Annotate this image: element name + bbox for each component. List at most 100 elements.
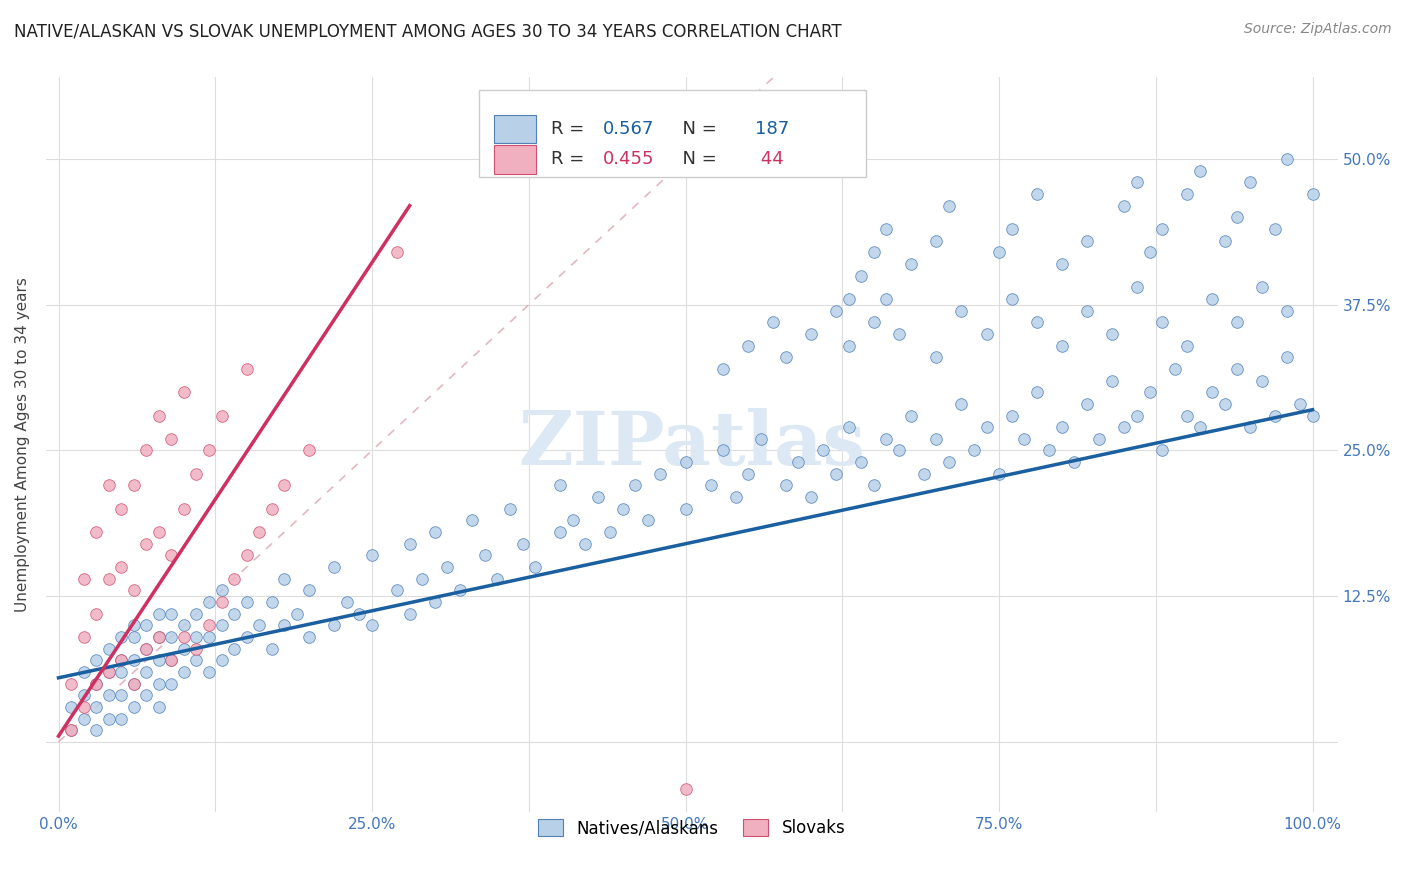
Point [1139, 385, 1161, 400]
Point [800, 490, 823, 504]
Point [186, 653, 208, 667]
Point [1239, 420, 1261, 434]
Point [775, 478, 797, 492]
Point [988, 467, 1011, 481]
Point [135, 665, 157, 679]
Point [110, 653, 132, 667]
Point [198, 618, 221, 632]
Point [775, 350, 797, 364]
Point [235, 362, 257, 376]
Point [548, 525, 571, 540]
Point [474, 549, 496, 563]
Point [950, 303, 973, 318]
Point [160, 676, 183, 690]
Point [825, 467, 848, 481]
Point [84, 723, 107, 738]
Point [912, 467, 935, 481]
Point [1126, 175, 1149, 189]
Point [1000, 409, 1022, 423]
Point [461, 513, 484, 527]
Point [84, 607, 107, 621]
Point [1101, 374, 1123, 388]
Point [122, 618, 145, 632]
Point [436, 560, 458, 574]
Point [60, 723, 83, 738]
Point [135, 641, 157, 656]
Point [1076, 397, 1098, 411]
Point [110, 665, 132, 679]
Text: 44: 44 [755, 150, 785, 169]
Point [122, 700, 145, 714]
Text: NATIVE/ALASKAN VS SLOVAK UNEMPLOYMENT AMONG AGES 30 TO 34 YEARS CORRELATION CHAR: NATIVE/ALASKAN VS SLOVAK UNEMPLOYMENT AM… [14, 22, 842, 40]
Point [148, 630, 170, 644]
Point [963, 443, 986, 458]
Point [361, 549, 384, 563]
Point [84, 676, 107, 690]
Point [211, 653, 233, 667]
Point [361, 618, 384, 632]
Point [950, 397, 973, 411]
Point [298, 583, 321, 598]
Point [838, 420, 860, 434]
Point [1213, 397, 1236, 411]
Text: Source: ZipAtlas.com: Source: ZipAtlas.com [1244, 22, 1392, 37]
Point [650, 467, 672, 481]
Point [1025, 187, 1047, 202]
Point [612, 501, 634, 516]
Point [411, 572, 433, 586]
Text: N =: N = [671, 120, 723, 138]
Point [122, 630, 145, 644]
Point [398, 537, 420, 551]
Point [110, 653, 132, 667]
Point [749, 432, 772, 446]
Point [160, 607, 183, 621]
Point [925, 350, 948, 364]
Point [925, 234, 948, 248]
Point [862, 478, 884, 492]
Point [97, 688, 120, 702]
Point [1139, 245, 1161, 260]
Point [198, 665, 221, 679]
Point [1114, 199, 1136, 213]
Point [586, 490, 609, 504]
Point [148, 700, 170, 714]
Point [1302, 409, 1324, 423]
Point [711, 443, 734, 458]
Point [148, 676, 170, 690]
Point [988, 245, 1011, 260]
Text: R =: R = [551, 120, 591, 138]
Point [298, 443, 321, 458]
Point [938, 455, 960, 469]
Point [813, 443, 835, 458]
Point [235, 595, 257, 609]
Point [211, 618, 233, 632]
Point [574, 537, 596, 551]
Point [60, 700, 83, 714]
Point [599, 525, 621, 540]
FancyBboxPatch shape [494, 145, 536, 174]
Point [1226, 315, 1249, 329]
Point [423, 595, 446, 609]
Point [449, 583, 471, 598]
Point [900, 409, 922, 423]
Point [1152, 315, 1174, 329]
Point [1239, 175, 1261, 189]
Point [1201, 292, 1223, 306]
Point [186, 641, 208, 656]
Point [1175, 187, 1198, 202]
Point [862, 315, 884, 329]
Point [423, 525, 446, 540]
Point [84, 700, 107, 714]
Point [1050, 257, 1073, 271]
Point [260, 595, 283, 609]
Point [198, 595, 221, 609]
Point [900, 257, 922, 271]
Point [976, 326, 998, 341]
Point [247, 525, 270, 540]
Point [110, 688, 132, 702]
Text: 187: 187 [755, 120, 789, 138]
Point [1251, 280, 1274, 294]
Point [800, 326, 823, 341]
Point [675, 455, 697, 469]
Point [273, 618, 295, 632]
